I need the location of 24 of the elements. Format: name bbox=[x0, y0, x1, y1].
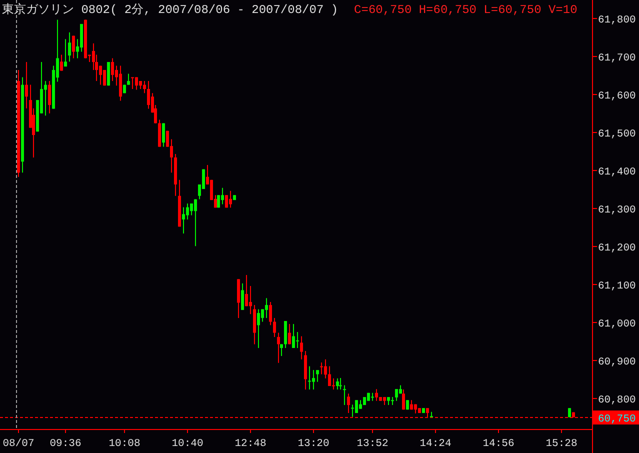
x-tick-label: 15:28 bbox=[546, 438, 578, 450]
y-tick-label: 61,100 bbox=[598, 280, 636, 292]
x-tick-label: 09:36 bbox=[50, 438, 82, 450]
x-tick-label: 13:52 bbox=[356, 438, 388, 450]
x-tick-label: 13:20 bbox=[298, 438, 330, 450]
y-tick-label: 61,400 bbox=[598, 166, 636, 178]
y-tick-label: 61,200 bbox=[598, 242, 636, 254]
x-tick-label: 14:56 bbox=[482, 438, 514, 450]
x-tick-label: 14:24 bbox=[420, 438, 452, 450]
y-tick-label: 61,600 bbox=[598, 90, 636, 102]
x-tick-label: 10:40 bbox=[172, 438, 204, 450]
x-tick-label: 10:08 bbox=[108, 438, 140, 450]
x-tick-label: 08/07 bbox=[2, 438, 34, 450]
ref-line-label: 60,750 bbox=[598, 414, 636, 426]
y-tick-label: 60,800 bbox=[598, 394, 636, 406]
x-tick-label: 12:48 bbox=[234, 438, 266, 450]
y-tick-label: 61,700 bbox=[598, 52, 636, 64]
y-tick-label: 61,000 bbox=[598, 318, 636, 330]
chart-title: 東京ガソリン 0802( 2分, 2007/08/06 - 2007/08/07 ) bbox=[2, 2, 338, 17]
y-tick-label: 61,500 bbox=[598, 128, 636, 140]
y-tick-label: 60,900 bbox=[598, 356, 636, 368]
chart-subtitle: C=60,750 H=60,750 L=60,750 V=10 bbox=[354, 3, 578, 17]
y-tick-label: 61,300 bbox=[598, 204, 636, 216]
y-tick-label: 61,800 bbox=[598, 14, 636, 26]
